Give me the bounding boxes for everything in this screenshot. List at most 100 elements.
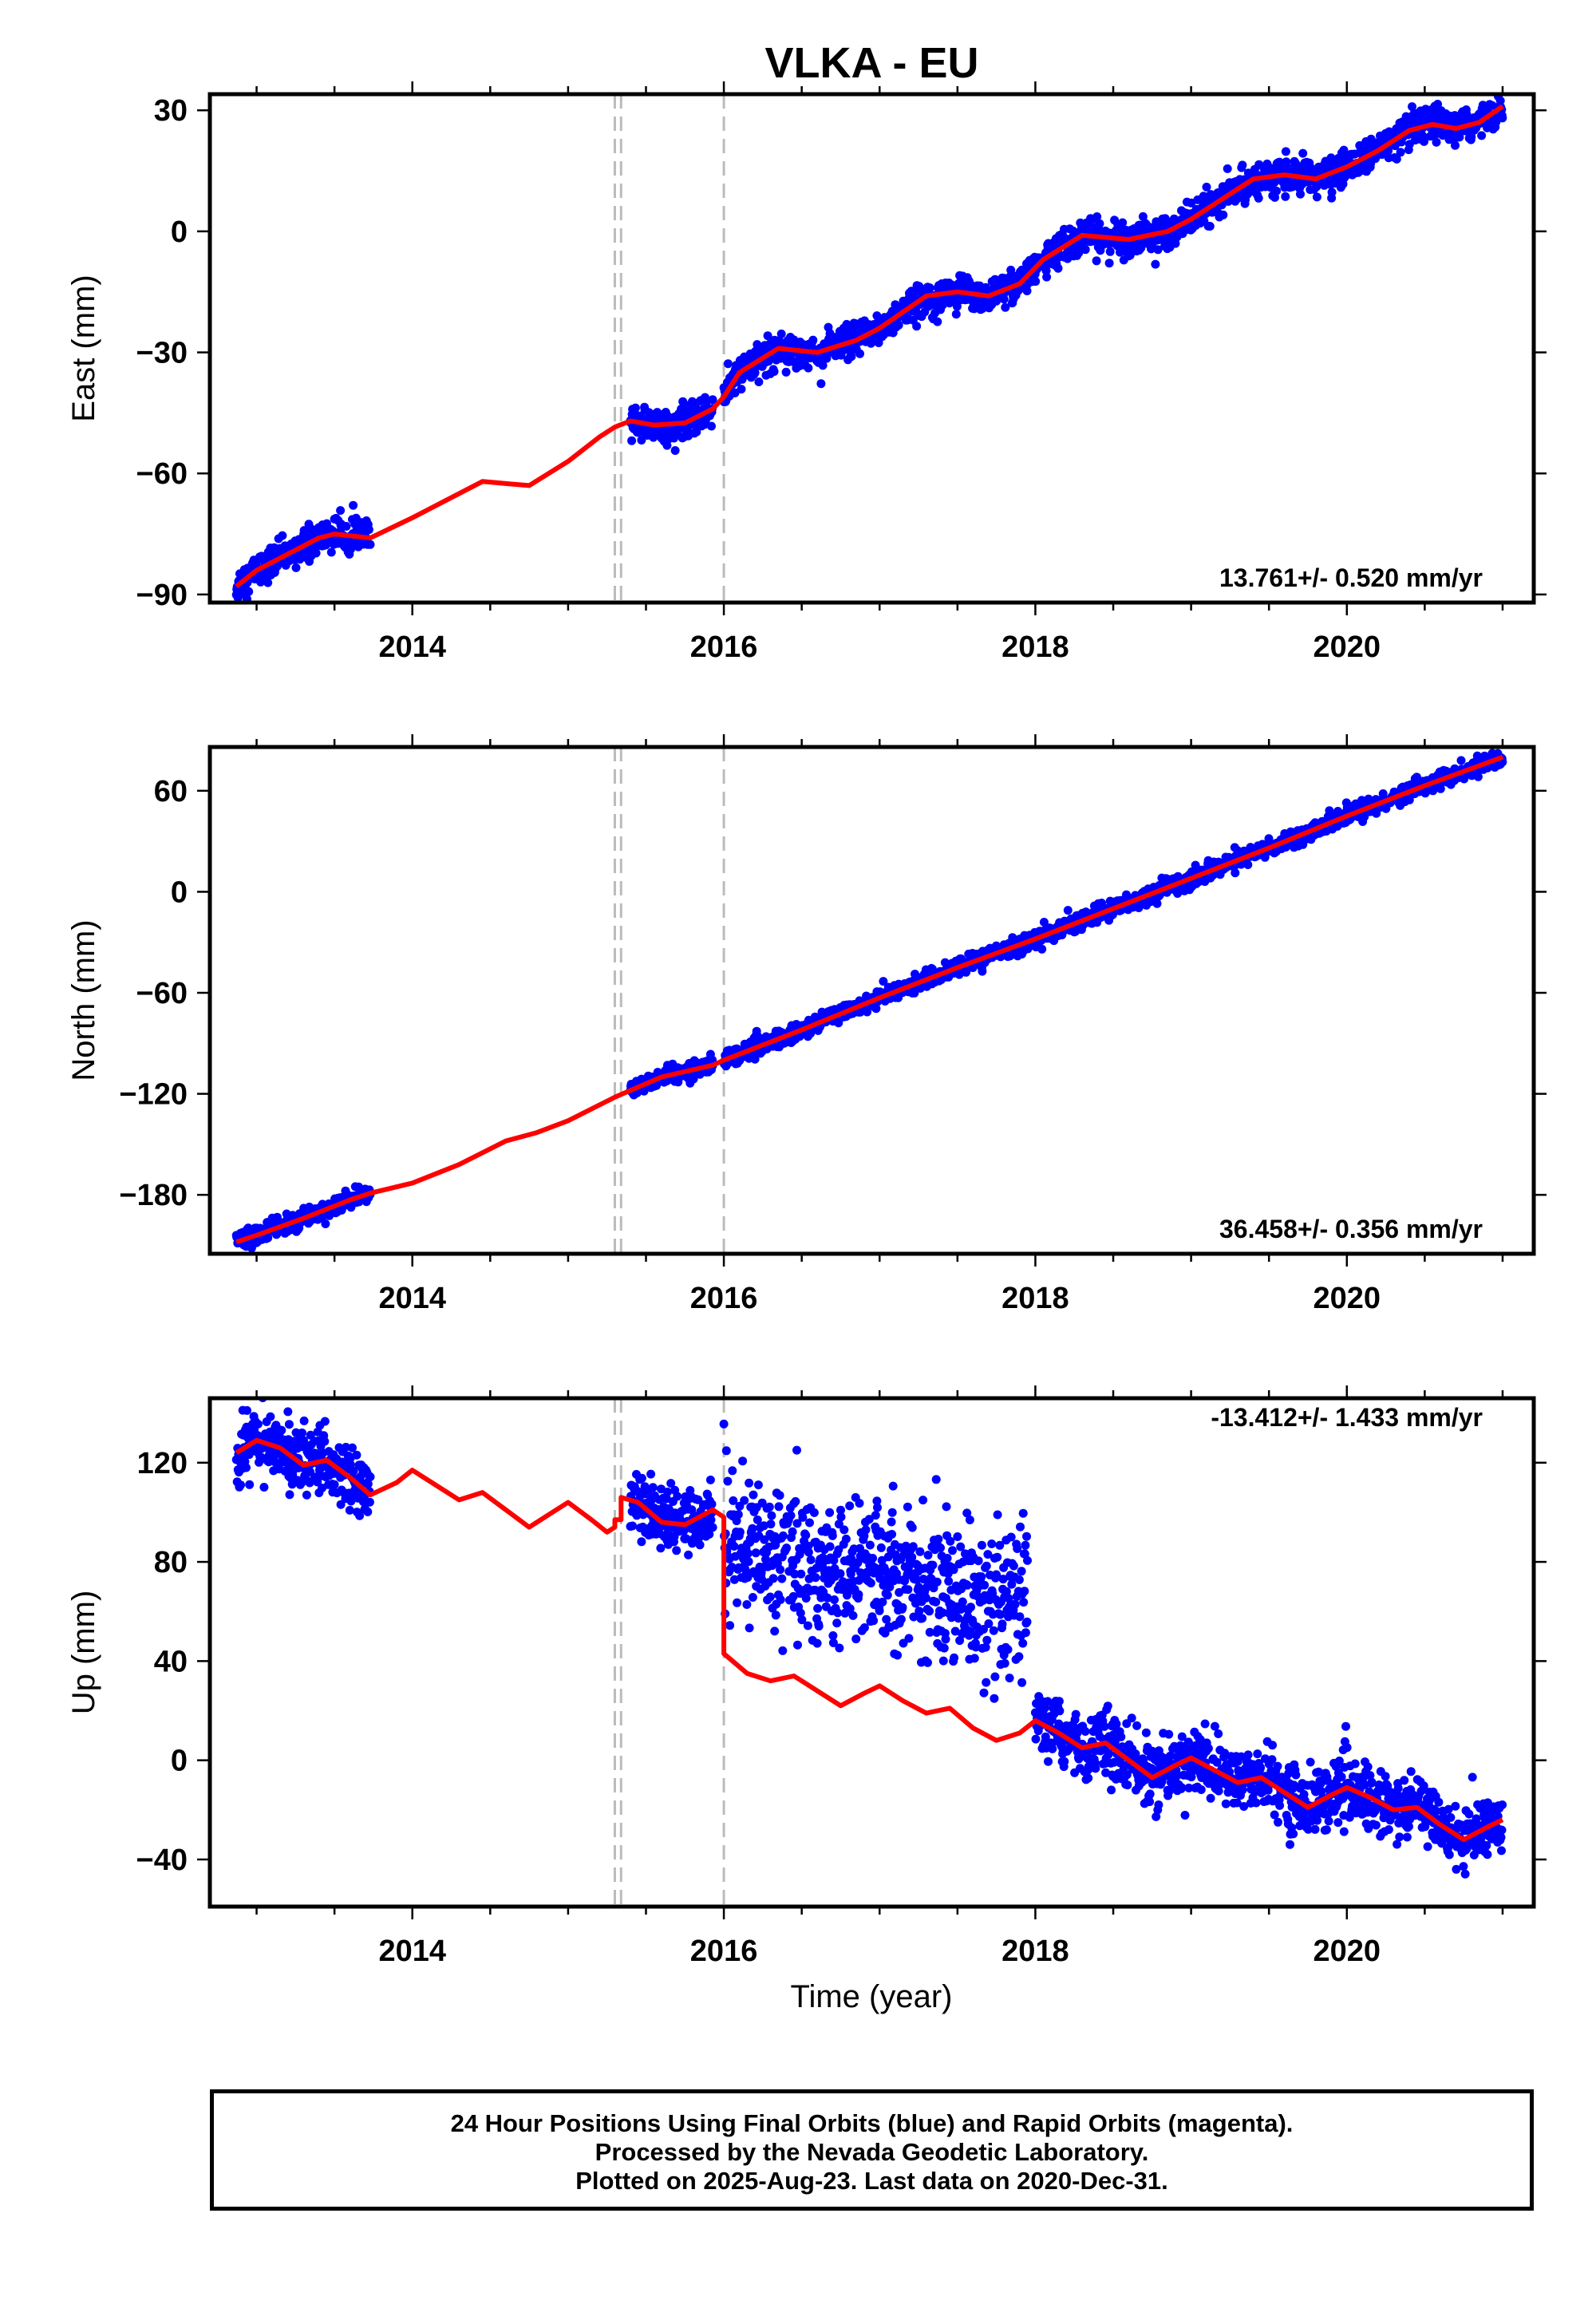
data-point [751,1548,760,1558]
y-tick-label: 30 [154,94,188,128]
data-point [776,1595,785,1604]
data-point [707,421,716,431]
data-point [733,1510,743,1520]
data-point [1223,164,1232,173]
data-point [1080,245,1090,255]
rate-label-east: 13.761+/- 0.520 mm/yr [1219,563,1483,592]
data-point [766,1520,776,1529]
data-point [1408,102,1416,112]
data-point [326,547,336,557]
data-point [894,320,903,330]
data-point [761,1555,770,1564]
data-point [855,349,864,358]
data-point [705,1475,715,1484]
data-point [1467,132,1476,142]
data-point [1105,247,1115,256]
data-point [951,310,961,319]
data-point [1298,148,1308,158]
data-point [692,427,701,437]
data-point [1205,222,1215,231]
data-point [748,1524,757,1533]
y-tick-label: −90 [136,579,188,612]
data-point [1118,218,1128,227]
data-point [804,363,813,373]
data-point [637,436,646,445]
data-point [777,1574,787,1583]
data-point [1151,259,1160,269]
data-point [673,1492,682,1501]
data-point [818,361,828,370]
y-axis-title-north: North (mm) [66,919,101,1081]
data-point [1455,132,1464,142]
data-point [1296,189,1305,199]
data-point [776,329,786,338]
plot-frame-north [207,745,1536,1256]
y-axis-title-east: East (mm) [66,275,101,421]
data-point [1202,182,1211,192]
data-point [707,1500,717,1509]
data-point [1327,188,1337,197]
data-point [760,1535,769,1544]
data-point [728,1466,737,1476]
data-point [1451,140,1460,150]
data-point [245,1480,255,1489]
chart-title: VLKA - EU [764,39,979,87]
data-point [1498,113,1507,123]
model-line-east [235,104,1504,589]
data-point [765,1592,775,1602]
data-point [723,359,733,369]
data-point [1350,149,1360,159]
data-point [1254,193,1263,203]
x-tick-label: 2016 [690,630,758,664]
data-point [352,1450,361,1460]
data-point [266,1412,275,1421]
x-tick-label: 2014 [378,1282,446,1315]
data-point [1022,287,1032,295]
data-point [737,385,746,394]
data-point [236,1480,245,1490]
data-point [346,1496,356,1506]
data-point [744,1557,753,1567]
data-point [305,1478,314,1488]
data-point [299,1416,309,1425]
y-tick-label: −30 [136,337,188,370]
data-point [1095,219,1104,228]
data-point [336,506,346,516]
data-point [1092,256,1101,266]
data-point [871,1004,881,1014]
data-point [769,367,779,376]
data-point [253,1419,263,1429]
data-point [764,1502,774,1512]
x-tick-label: 2020 [1314,1282,1381,1315]
data-point [345,1505,354,1515]
data-point [689,1074,698,1084]
data-point [1420,136,1428,146]
data-point [748,1593,757,1602]
data-point [283,1407,293,1417]
data-point [672,1546,681,1555]
data-point [365,539,375,549]
data-point [1473,772,1483,781]
data-point [670,446,680,455]
data-point [1456,756,1466,765]
data-point [321,1219,330,1228]
data-point [808,335,818,345]
data-point [628,1521,638,1531]
data-point [302,1490,311,1500]
model-line-north [235,754,1504,1245]
data-point [768,1574,778,1583]
data-point [778,1646,788,1655]
data-point [1092,212,1102,221]
data-point [648,1483,658,1492]
data-point [1104,259,1114,268]
data-point [776,1565,785,1575]
data-point [365,1472,375,1481]
data-point [365,1497,374,1507]
data-point [729,1496,738,1505]
data-point [364,525,373,535]
data-point [754,377,764,386]
data-point [1063,906,1073,915]
